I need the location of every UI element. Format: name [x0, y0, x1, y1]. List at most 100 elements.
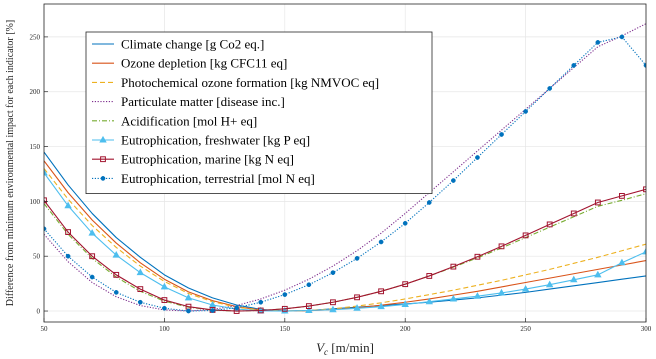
data-point	[547, 86, 553, 91]
data-point	[234, 305, 239, 311]
data-point	[210, 308, 215, 313]
series-1	[44, 151, 646, 312]
legend-label: Acidification [mol H+ eq]	[121, 113, 257, 128]
legend-entry: Acidification [mol H+ eq]	[92, 113, 257, 128]
x-tick-label: 300	[641, 325, 652, 333]
series-line	[44, 188, 646, 312]
x-tick-label: 150	[280, 325, 291, 333]
data-point	[330, 270, 336, 276]
data-point	[619, 34, 625, 40]
x-tick-label: 200	[400, 325, 411, 333]
series-line	[44, 168, 646, 312]
data-point	[570, 210, 577, 217]
series-5	[44, 193, 646, 312]
data-point	[354, 294, 360, 301]
data-point	[546, 221, 553, 228]
data-point	[162, 305, 167, 311]
data-point	[330, 299, 336, 306]
data-point	[160, 282, 169, 290]
data-point	[595, 40, 601, 45]
data-point	[523, 109, 528, 114]
data-point	[281, 305, 288, 312]
data-point	[44, 197, 47, 204]
x-tick-label: 100	[159, 325, 170, 333]
data-point	[64, 201, 72, 209]
data-point	[451, 178, 456, 183]
data-point	[305, 306, 313, 313]
data-point	[99, 135, 107, 143]
series-line	[44, 151, 646, 312]
data-point	[402, 220, 408, 226]
data-point	[161, 297, 168, 303]
legend-entry: Eutrophication, terrestrial [mol N eq]	[92, 171, 315, 186]
legend-box	[85, 31, 433, 195]
x-tick-label: 250	[520, 325, 531, 333]
series-line	[44, 172, 646, 312]
data-point	[570, 275, 578, 283]
y-axis-label: Difference from minimum environmental im…	[5, 20, 16, 306]
series-line	[44, 36, 646, 312]
x-axis-label-main: V	[316, 340, 326, 355]
series-layer	[44, 23, 646, 314]
series-4	[44, 23, 646, 312]
legend-label: Eutrophication, freshwater [kg P eq]	[121, 133, 310, 148]
data-point	[354, 256, 360, 261]
legend-entry: Eutrophication, freshwater [kg P eq]	[92, 133, 310, 148]
data-point	[426, 273, 433, 279]
data-point	[474, 253, 481, 260]
data-point	[100, 156, 106, 163]
legend-label: Photochemical ozone formation [kg NMVOC …	[121, 75, 379, 90]
data-point	[89, 253, 96, 260]
data-point	[475, 155, 480, 160]
data-point	[571, 63, 577, 68]
data-point	[113, 290, 119, 295]
series-8	[44, 34, 646, 314]
legend: Climate change [g Co2 eq.] Ozone depletio…	[85, 31, 433, 195]
data-point	[425, 297, 433, 305]
legend-label: Ozone depletion [kg CFC11 eq]	[121, 56, 287, 71]
data-point	[305, 303, 312, 310]
data-point	[65, 229, 71, 235]
x-axis-label: Vc [m/min]	[316, 340, 374, 357]
axis-ticks: 50 100 150 200 250 300 0 50 100 150 200 250	[30, 33, 652, 333]
y-tick-label: 50	[33, 253, 41, 261]
legend-entry: Climate change [g Co2 eq.]	[92, 37, 264, 52]
data-point	[619, 192, 625, 199]
data-point	[112, 250, 120, 258]
data-point	[377, 302, 385, 310]
data-point	[89, 274, 95, 280]
y-tick-label: 0	[37, 308, 41, 316]
data-point	[545, 280, 554, 288]
data-point	[281, 306, 289, 314]
data-point	[186, 308, 191, 314]
x-axis-label-sub: c	[324, 347, 328, 357]
data-point	[594, 270, 602, 278]
data-point	[449, 294, 458, 302]
plot-border	[43, 3, 647, 323]
data-point	[450, 263, 457, 270]
legend-label: Particulate matter [disease inc.]	[121, 94, 285, 109]
series-line	[44, 193, 646, 312]
data-point	[136, 268, 145, 276]
x-axis-label-rest: [m/min]	[328, 340, 374, 355]
legend-entry: Particulate matter [disease inc.]	[92, 94, 285, 109]
data-point	[100, 176, 106, 181]
legend-label: Eutrophication, marine [kg N eq]	[121, 152, 294, 167]
data-point	[65, 253, 71, 259]
data-point	[426, 200, 432, 205]
data-point	[44, 168, 48, 176]
data-point	[402, 281, 409, 288]
data-point	[184, 293, 193, 301]
data-point	[499, 132, 504, 137]
data-point	[642, 247, 646, 255]
data-point	[329, 305, 337, 313]
legend-label: Climate change [g Co2 eq.]	[121, 37, 264, 52]
data-point	[594, 199, 601, 206]
data-point	[113, 271, 120, 278]
data-point	[257, 307, 264, 314]
data-point	[497, 288, 506, 296]
data-point	[137, 286, 144, 293]
data-point	[473, 292, 482, 299]
y-tick-label: 200	[30, 88, 41, 96]
